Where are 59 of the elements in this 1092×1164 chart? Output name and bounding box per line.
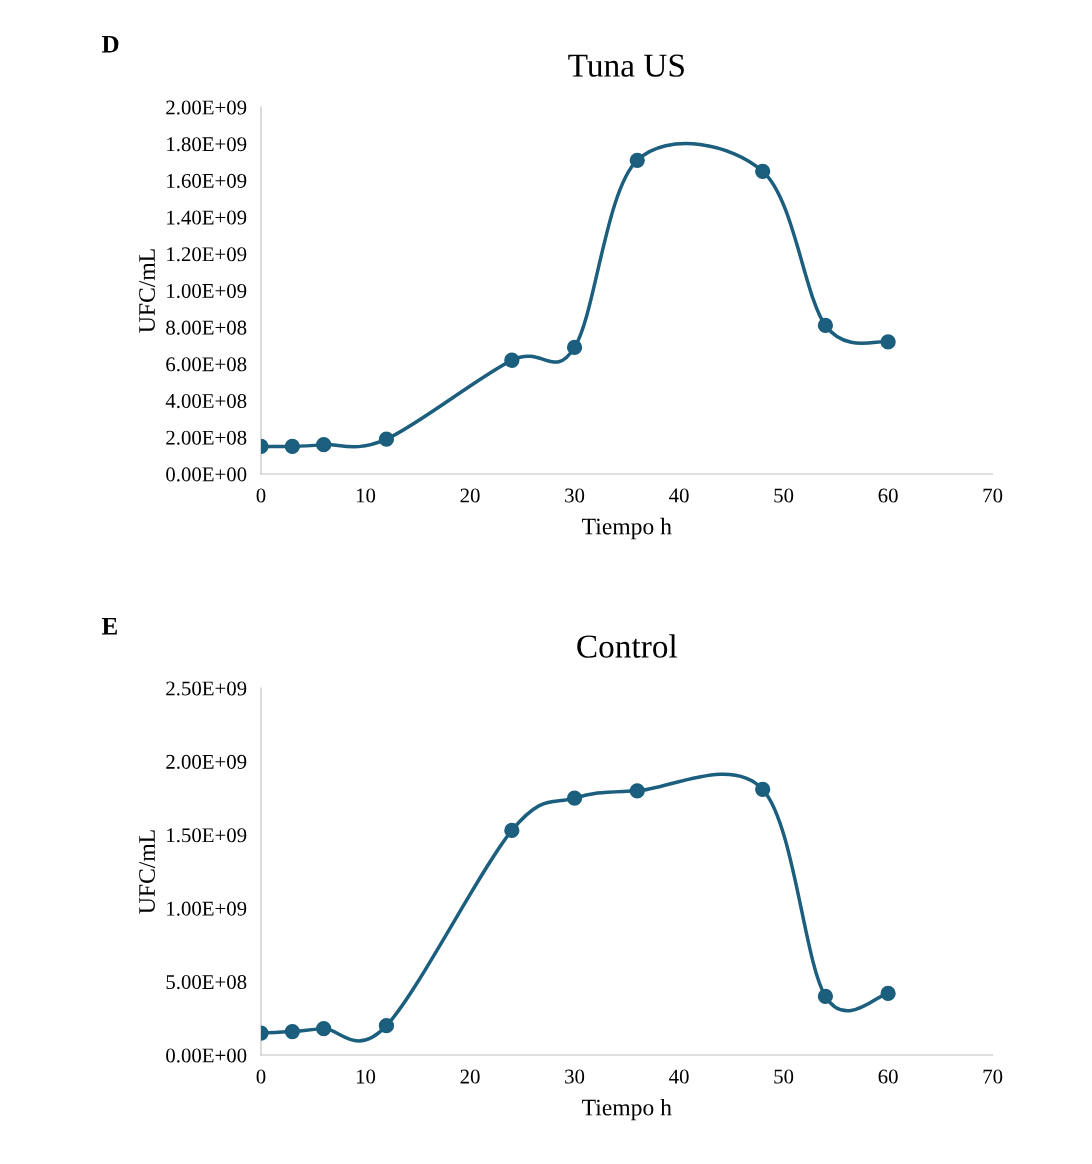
y-tick-label: 1.00E+09: [167, 283, 247, 299]
y-tick-label: 5.00E+08: [166, 975, 247, 990]
x-tick-label: 30: [565, 1069, 585, 1084]
point: [566, 339, 583, 356]
y-tick-label: 8.00E+08: [166, 320, 247, 335]
point: [378, 431, 395, 447]
point: [817, 317, 834, 334]
x-tick-label: 70: [983, 488, 1003, 503]
text: D: [102, 36, 119, 53]
point: [566, 790, 583, 806]
point: [880, 985, 896, 1002]
point: [284, 438, 300, 455]
y-tick-label: 1.60E+09: [167, 173, 247, 188]
y-tick-label: 1.20E+09: [167, 247, 247, 262]
point: [504, 822, 520, 839]
y-axis-title: UFC/mL: [139, 830, 155, 914]
x-tick-label: 0: [256, 1069, 266, 1084]
x-axis-title: Tiempo h: [582, 517, 672, 540]
x-tick-label: 50: [774, 1069, 794, 1084]
y-tick-label: 2.00E+09: [166, 100, 247, 115]
y-tick-label: 1.40E+09: [167, 210, 247, 225]
x-tick-label: 30: [565, 488, 585, 503]
y-tick-label: 0.00E+00: [166, 1048, 247, 1063]
point: [755, 163, 771, 179]
x-tick-label: 10: [356, 488, 376, 503]
chart-title: Control: [577, 634, 678, 658]
y-tick-label: 4.00E+08: [165, 393, 247, 409]
x-tick-label: 50: [774, 488, 794, 503]
point: [817, 988, 834, 1004]
y-tick-label: 2.50E+09: [166, 681, 247, 696]
x-tick-label: 0: [256, 488, 266, 503]
y-tick-label: 2.00E+09: [166, 754, 247, 769]
point: [316, 436, 332, 453]
point: [629, 152, 645, 168]
point: [284, 1023, 300, 1040]
x-tick-label: 40: [669, 488, 689, 503]
point: [316, 1020, 332, 1037]
chart-title: Tuna US: [568, 54, 684, 77]
x-axis-title: Tiempo h: [582, 1098, 672, 1121]
x-tick-label: 20: [460, 488, 480, 503]
y-axis-title: UFC/mL: [139, 249, 155, 333]
x-tick-label: 10: [356, 1069, 376, 1084]
x-tick-label: 40: [669, 1069, 689, 1084]
x-tick-label: 60: [878, 1069, 898, 1084]
y-tick-label: 1.80E+09: [167, 137, 247, 152]
x-tick-label: 60: [878, 488, 898, 503]
point: [629, 783, 645, 799]
x-tick-label: 20: [460, 1069, 480, 1084]
point: [755, 781, 771, 797]
y-tick-label: 2.00E+08: [166, 430, 247, 445]
point: [880, 334, 896, 350]
y-tick-label: 0.00E+00: [166, 467, 247, 482]
y-tick-label: 1.00E+09: [167, 901, 247, 916]
point: [378, 1018, 395, 1034]
text: E: [101, 618, 117, 635]
y-tick-label: 6.00E+08: [166, 357, 247, 372]
point: [504, 352, 520, 368]
x-tick-label: 70: [983, 1069, 1003, 1084]
y-tick-label: 1.50E+09: [167, 828, 247, 843]
